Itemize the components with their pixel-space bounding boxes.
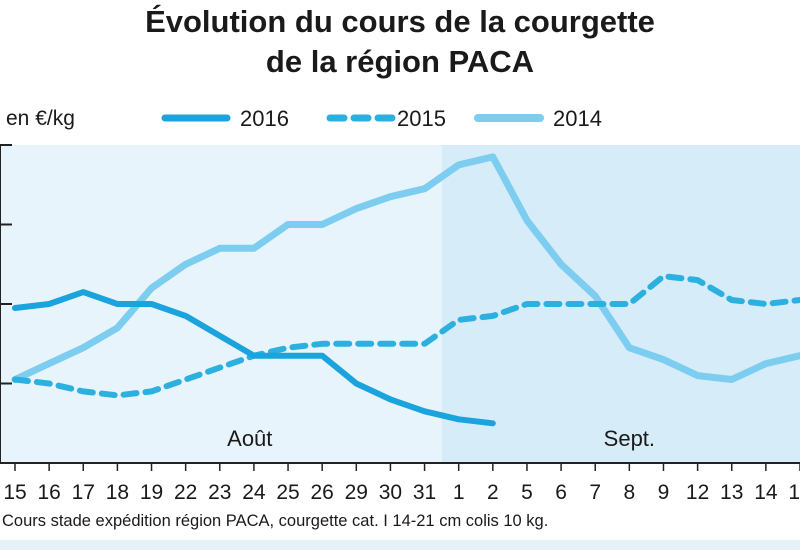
x-tick-label: 6 xyxy=(555,481,567,504)
footnote: Cours stade expédition région PACA, cour… xyxy=(2,512,549,530)
period-label: Août xyxy=(227,426,272,451)
legend-label-2014: 2014 xyxy=(553,106,602,131)
chart-title-block: Évolution du cours de la courgette de la… xyxy=(0,2,800,82)
x-tick-label: 18 xyxy=(106,481,129,504)
x-tick-label: 13 xyxy=(720,481,743,504)
x-tick-label: 31 xyxy=(413,481,436,504)
x-tick-label: 25 xyxy=(276,481,299,504)
x-tick-label: 1 xyxy=(453,481,465,504)
chart-subtitle: de la région PACA xyxy=(265,44,535,79)
panel-august xyxy=(0,145,442,463)
x-tick-label: 14 xyxy=(754,481,778,504)
x-tick-label: 17 xyxy=(72,481,95,504)
y-axis-label: en €/kg xyxy=(6,107,75,130)
x-tick-label: 22 xyxy=(174,481,197,504)
x-tick-label: 8 xyxy=(624,481,636,504)
x-tick-label: 24 xyxy=(242,481,266,504)
x-tick-label: 16 xyxy=(37,481,60,504)
series-line-2015 xyxy=(12,273,800,399)
x-tick-label: 30 xyxy=(379,481,402,504)
x-tick-label: 9 xyxy=(658,481,670,504)
x-tick-label: 15 xyxy=(3,481,26,504)
x-tick-label: 5 xyxy=(521,481,533,504)
x-tick-label: 15 xyxy=(788,481,800,504)
x-tick-label: 2 xyxy=(487,481,499,504)
legend-label-2016: 2016 xyxy=(240,106,289,131)
x-tick-label: 19 xyxy=(140,481,163,504)
chart-title: Évolution du cours de la courgette xyxy=(145,4,655,39)
line-chart: 15 16 17 18 19 22 23 24 25 26 29 30 31 1 2 5 6 7 8 9 12 13 14 1… xyxy=(0,106,800,504)
bottom-strip xyxy=(0,540,800,550)
series-line-2016 xyxy=(12,289,496,427)
legend-label-2015: 2015 xyxy=(397,106,446,131)
x-tick-label: 26 xyxy=(310,481,333,504)
x-tick-label: 29 xyxy=(345,481,368,504)
x-tick-label: 7 xyxy=(589,481,601,504)
period-label: Sept. xyxy=(604,426,655,451)
x-tick-label: 23 xyxy=(208,481,231,504)
x-tick-label: 12 xyxy=(686,481,709,504)
series-line-2014 xyxy=(11,153,800,383)
